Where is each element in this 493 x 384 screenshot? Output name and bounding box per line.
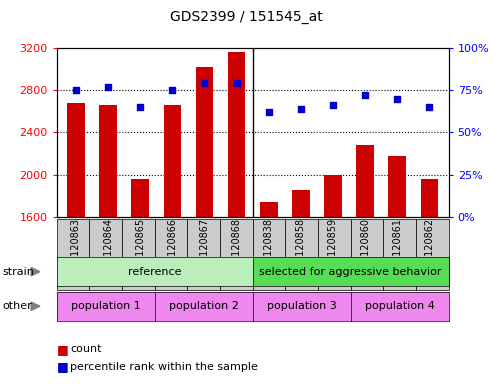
Point	[361, 92, 369, 98]
Text: count: count	[70, 344, 102, 354]
Bar	[421, 179, 438, 217]
Point	[233, 80, 241, 86]
Point	[104, 84, 112, 90]
Text: population 1: population 1	[71, 301, 141, 311]
Bar	[99, 105, 117, 217]
Point	[265, 109, 273, 115]
Bar	[388, 156, 406, 217]
Text: ■: ■	[57, 360, 69, 373]
Bar	[164, 105, 181, 217]
Point	[297, 106, 305, 112]
Text: population 2: population 2	[169, 301, 239, 311]
Bar	[67, 103, 85, 217]
Bar	[260, 202, 278, 217]
Text: other: other	[2, 301, 32, 311]
Point	[201, 80, 209, 86]
Bar	[324, 175, 342, 217]
Text: population 3: population 3	[267, 301, 337, 311]
Point	[393, 96, 401, 102]
Point	[72, 87, 80, 93]
Point	[136, 104, 144, 110]
Point	[425, 104, 433, 110]
Point	[329, 103, 337, 109]
Bar	[196, 67, 213, 217]
Bar	[132, 179, 149, 217]
Text: ■: ■	[57, 343, 69, 356]
Point	[169, 87, 176, 93]
Text: reference: reference	[128, 266, 181, 277]
Text: strain: strain	[2, 266, 35, 277]
Text: selected for aggressive behavior: selected for aggressive behavior	[259, 266, 442, 277]
Text: percentile rank within the sample: percentile rank within the sample	[70, 362, 258, 372]
Bar	[228, 52, 246, 217]
Text: population 4: population 4	[365, 301, 434, 311]
Bar	[292, 190, 310, 217]
Text: GDS2399 / 151545_at: GDS2399 / 151545_at	[170, 10, 323, 23]
Bar	[356, 145, 374, 217]
